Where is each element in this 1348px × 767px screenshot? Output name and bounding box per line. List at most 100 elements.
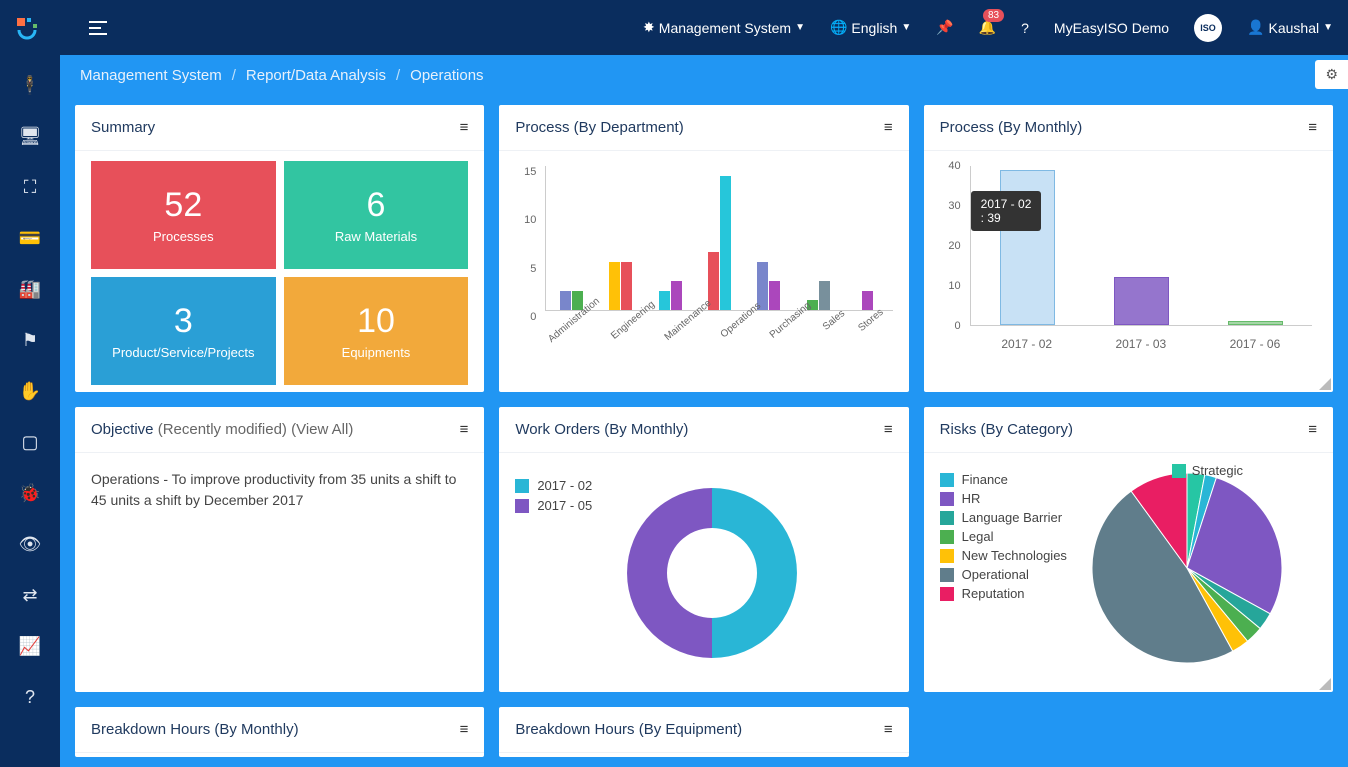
chart-bar[interactable]: [1114, 277, 1169, 325]
sidebar-bug-icon[interactable]: 🐞: [19, 483, 41, 504]
user-dropdown[interactable]: 👤 Kaushal ▼: [1247, 19, 1333, 36]
panel-menu-icon[interactable]: ≡: [460, 721, 469, 738]
chart-bar[interactable]: [862, 291, 873, 310]
language-dropdown[interactable]: 🌐 English ▼: [830, 19, 911, 36]
legend-label: 2017 - 02: [537, 478, 592, 493]
tile-label: Raw Materials: [335, 229, 417, 244]
breadcrumb-item[interactable]: Management System: [80, 67, 222, 84]
legend-item[interactable]: 2017 - 05: [515, 498, 592, 513]
legend-item[interactable]: Operational: [940, 567, 1067, 582]
legend-item[interactable]: 2017 - 02: [515, 478, 592, 493]
chart-bar[interactable]: [621, 262, 632, 310]
tile-label: Processes: [153, 229, 214, 244]
donut-chart: [612, 473, 812, 673]
sidebar-help-icon[interactable]: ?: [25, 687, 35, 708]
tile-label: Equipments: [342, 345, 411, 360]
management-dropdown[interactable]: ✸ Management System ▼: [643, 19, 805, 36]
donut-slice[interactable]: [627, 488, 712, 658]
x-axis-label: 2017 - 02: [970, 337, 1084, 351]
breadcrumb-item[interactable]: Report/Data Analysis: [246, 67, 386, 84]
language-label: English: [851, 20, 897, 36]
legend-item[interactable]: HR: [940, 491, 1067, 506]
sidebar-hand-icon[interactable]: ✋: [19, 381, 41, 402]
sidebar-exchange-icon[interactable]: ⇄: [22, 585, 37, 606]
summary-tile[interactable]: 10 Equipments: [284, 277, 469, 385]
panel-menu-icon[interactable]: ≡: [1308, 119, 1317, 136]
sidebar-chart-icon[interactable]: 📈: [19, 636, 41, 657]
legend-item[interactable]: Finance: [940, 472, 1067, 487]
legend-label: Legal: [962, 529, 994, 544]
topbar: ✸ Management System ▼ 🌐 English ▼ 📌 🔔 83…: [0, 0, 1348, 55]
sidebar-person-icon[interactable]: 🕴: [19, 75, 41, 96]
sidebar-industry-icon[interactable]: 🏭: [19, 279, 41, 300]
resize-handle[interactable]: [1319, 678, 1331, 690]
resize-handle[interactable]: [1319, 378, 1331, 390]
legend-swatch: [940, 568, 954, 582]
panel-title: Process (By Department): [515, 119, 683, 136]
sidebar-tablet-icon[interactable]: ▢: [21, 432, 38, 453]
panel-menu-icon[interactable]: ≡: [884, 721, 893, 738]
chart-bar[interactable]: [720, 176, 731, 310]
summary-tile[interactable]: 3Product/Service/Projects: [91, 277, 276, 385]
workorders-panel: Work Orders (By Monthly) ≡ 2017 - 02 2017…: [499, 407, 908, 692]
legend-item[interactable]: Reputation: [940, 586, 1067, 601]
chart-bar[interactable]: [560, 291, 571, 310]
menu-toggle-icon[interactable]: [89, 21, 107, 35]
legend-label: Operational: [962, 567, 1029, 582]
strategic-legend: Strategic: [1172, 463, 1243, 478]
summary-tile[interactable]: 52 Processes: [91, 161, 276, 269]
help-icon[interactable]: ?: [1021, 20, 1029, 36]
legend-label: New Technologies: [962, 548, 1067, 563]
panel-menu-icon[interactable]: ≡: [1308, 421, 1317, 438]
process-monthly-panel: Process (By Monthly) ≡ 0102030402017 - 0…: [924, 105, 1333, 392]
panel-menu-icon[interactable]: ≡: [460, 119, 469, 136]
user-label: Kaushal: [1269, 20, 1320, 36]
risks-panel: Risks (By Category) ≡ Strategic FinanceH…: [924, 407, 1333, 692]
chart-bar[interactable]: [819, 281, 830, 310]
breakdown-equipment-panel: Breakdown Hours (By Equipment) ≡: [499, 707, 908, 757]
breadcrumb-item: Operations: [410, 67, 483, 84]
legend-label: Strategic: [1192, 463, 1243, 478]
settings-fab[interactable]: ⚙: [1315, 60, 1348, 89]
legend-swatch: [515, 479, 529, 493]
chart-bar[interactable]: [659, 291, 670, 310]
brand-avatar[interactable]: ISO: [1194, 14, 1222, 42]
sidebar-eye-icon[interactable]: 👁: [19, 534, 42, 555]
chevron-down-icon: ▼: [901, 22, 911, 33]
chart-bar[interactable]: [1228, 321, 1283, 325]
legend-label: Reputation: [962, 586, 1025, 601]
notifications-button[interactable]: 🔔 83: [979, 19, 996, 36]
chart-bar[interactable]: [609, 262, 620, 310]
brand-label: MyEasyISO Demo: [1054, 20, 1169, 36]
sidebar: 🕴 🖥 ⛶ 💳 🏭 ⚑ ✋ ▢ 🐞 👁 ⇄ 📈 ?: [0, 55, 60, 767]
chart-bar[interactable]: [769, 281, 780, 310]
chevron-down-icon: ▼: [795, 22, 805, 33]
panel-menu-icon[interactable]: ≡: [884, 119, 893, 136]
panel-menu-icon[interactable]: ≡: [460, 421, 469, 438]
sidebar-card-icon[interactable]: 💳: [19, 228, 41, 249]
gear-icon: ⚙: [1325, 66, 1338, 82]
sidebar-object-icon[interactable]: ⛶: [24, 177, 37, 198]
globe-icon: 🌐: [830, 19, 847, 36]
tile-value: 10: [357, 302, 395, 341]
legend-swatch: [515, 499, 529, 513]
tile-label: Product/Service/Projects: [112, 345, 254, 360]
legend-item[interactable]: Legal: [940, 529, 1067, 544]
summary-tile[interactable]: 6Raw Materials: [284, 161, 469, 269]
sidebar-flag-icon[interactable]: ⚑: [22, 330, 38, 351]
donut-slice[interactable]: [712, 488, 797, 658]
app-logo[interactable]: [15, 16, 39, 40]
chart-bar[interactable]: [671, 281, 682, 310]
sidebar-desktop-icon[interactable]: 🖥: [19, 126, 42, 147]
legend-item[interactable]: New Technologies: [940, 548, 1067, 563]
breakdown-monthly-panel: Breakdown Hours (By Monthly) ≡: [75, 707, 484, 757]
pin-icon[interactable]: 📌: [936, 19, 953, 36]
chevron-down-icon: ▼: [1323, 22, 1333, 33]
panel-menu-icon[interactable]: ≡: [884, 421, 893, 438]
objective-subtitle: (Recently modified): [158, 421, 287, 438]
chart-bar[interactable]: [757, 262, 768, 310]
tile-value: 52: [164, 186, 202, 225]
view-all-link[interactable]: (View All): [291, 421, 353, 438]
panel-title: Work Orders (By Monthly): [515, 421, 688, 438]
legend-item[interactable]: Language Barrier: [940, 510, 1067, 525]
